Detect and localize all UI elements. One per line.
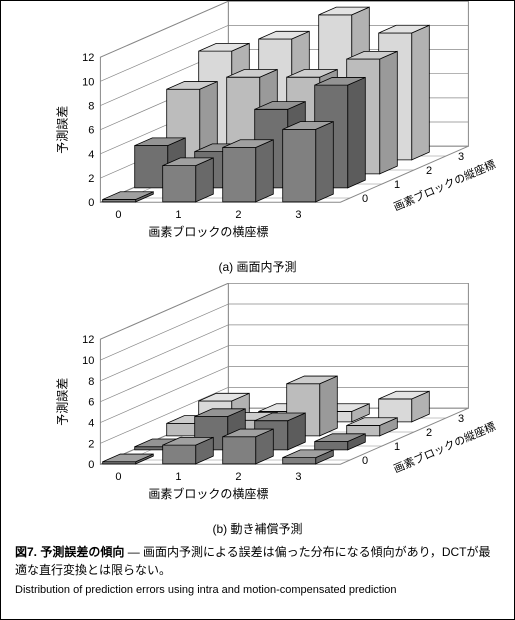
svg-text:0: 0 (88, 459, 94, 471)
svg-text:2: 2 (235, 471, 241, 483)
svg-text:2: 2 (88, 438, 94, 450)
svg-text:6: 6 (88, 397, 94, 409)
svg-text:画素ブロックの横座標: 画素ブロックの横座標 (148, 224, 268, 239)
svg-text:8: 8 (88, 376, 94, 388)
svg-text:3: 3 (458, 151, 464, 163)
svg-text:2: 2 (88, 173, 94, 185)
svg-text:12: 12 (82, 334, 94, 346)
svg-text:0: 0 (362, 455, 368, 467)
caption-en: Distribution of prediction errors using … (15, 583, 500, 598)
chart-a-svg: 02468101201230123予測誤差画素ブロックの横座標画素ブロックの縦座… (8, 1, 508, 256)
svg-text:10: 10 (82, 76, 94, 88)
svg-text:2: 2 (426, 427, 432, 439)
chart-a-container: 02468101201230123予測誤差画素ブロックの横座標画素ブロックの縦座… (1, 1, 514, 275)
svg-text:1: 1 (394, 179, 400, 191)
caption-title-jp: 予測誤差の傾向 (40, 545, 124, 559)
svg-text:4: 4 (88, 149, 94, 161)
chart-a-subcaption: (a) 画面内予測 (1, 258, 514, 275)
svg-text:8: 8 (88, 101, 94, 113)
svg-text:0: 0 (88, 197, 94, 209)
svg-text:12: 12 (82, 52, 94, 64)
svg-text:予測誤差: 予測誤差 (54, 106, 69, 154)
svg-text:1: 1 (394, 441, 400, 453)
svg-text:予測誤差: 予測誤差 (54, 378, 69, 426)
caption-jp: 図7. 予測誤差の傾向 ― 画面内予測による誤差は偏った分布になる傾向があり，D… (15, 543, 500, 579)
svg-text:3: 3 (458, 413, 464, 425)
svg-text:3: 3 (295, 471, 301, 483)
svg-text:0: 0 (115, 471, 121, 483)
svg-text:1: 1 (175, 471, 181, 483)
chart-b-subcaption: (b) 動き補償予測 (1, 520, 514, 537)
svg-text:3: 3 (295, 209, 301, 221)
svg-text:10: 10 (82, 355, 94, 367)
svg-text:画素ブロックの横座標: 画素ブロックの横座標 (148, 486, 268, 501)
figure-caption: 図7. 予測誤差の傾向 ― 画面内予測による誤差は偏った分布になる傾向があり，D… (1, 537, 514, 606)
svg-text:1: 1 (175, 209, 181, 221)
svg-text:4: 4 (88, 418, 94, 430)
svg-text:6: 6 (88, 125, 94, 137)
svg-text:0: 0 (362, 193, 368, 205)
svg-text:2: 2 (426, 165, 432, 177)
chart-b-container: 02468101201230123予測誤差画素ブロックの横座標画素ブロックの縦座… (1, 283, 514, 537)
fig-label: 図7. (15, 545, 37, 559)
chart-b-svg: 02468101201230123予測誤差画素ブロックの横座標画素ブロックの縦座… (8, 283, 508, 518)
svg-text:0: 0 (115, 209, 121, 221)
svg-text:2: 2 (235, 209, 241, 221)
